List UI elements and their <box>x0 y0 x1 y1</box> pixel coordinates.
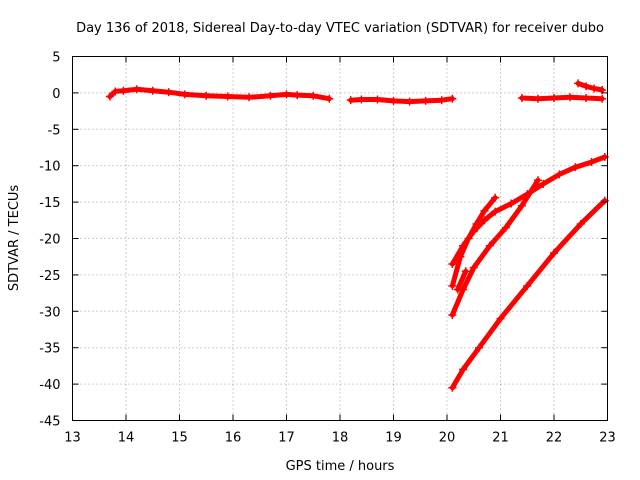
data-point-marker <box>202 91 211 100</box>
x-tick-label: 17 <box>278 431 295 446</box>
data-point-marker <box>501 223 510 232</box>
y-tick-label: -45 <box>39 415 60 430</box>
data-point-marker <box>325 94 334 103</box>
data-point-marker <box>148 86 157 95</box>
x-tick-label: 22 <box>546 431 563 446</box>
data-point-marker <box>421 96 430 105</box>
axes: 13 14 15 16 17 18 19 20 21 22 23 5 0 -5 -10 -15 -20 -25 -3… <box>39 51 616 446</box>
x-tick-label: 20 <box>439 431 456 446</box>
data-point-marker <box>566 93 575 102</box>
y-tick-label: -10 <box>39 160 60 175</box>
data-point-marker <box>576 219 585 228</box>
series-track-6 <box>449 195 498 289</box>
data-point-marker <box>456 252 465 261</box>
y-tick-label: -30 <box>39 305 60 320</box>
x-tick-label: 23 <box>599 431 616 446</box>
data-point-marker <box>475 343 484 352</box>
data-point-marker <box>533 176 542 185</box>
y-tick-label: -35 <box>39 342 60 357</box>
data-point-marker <box>555 170 564 179</box>
data-point-marker <box>550 249 558 258</box>
y-tick-label: -5 <box>48 123 61 138</box>
data-point-marker <box>491 207 500 216</box>
data-point-marker <box>309 91 318 100</box>
x-tick-label: 13 <box>64 431 81 446</box>
data-point-marker <box>582 82 591 91</box>
data-point-marker <box>469 263 478 272</box>
data-point-marker <box>132 85 141 94</box>
data-point-marker <box>448 310 457 319</box>
data-point-marker <box>405 97 414 106</box>
data-point-marker <box>496 314 505 323</box>
data-point-marker <box>346 96 355 105</box>
data-series <box>105 79 609 392</box>
data-point-marker <box>574 79 583 88</box>
x-tick-label: 18 <box>332 431 349 446</box>
data-point-marker <box>437 96 446 105</box>
data-point-marker <box>480 216 489 225</box>
data-point-marker <box>571 163 580 172</box>
x-tick-label: 19 <box>385 431 402 446</box>
y-tick-label: -40 <box>39 378 60 393</box>
x-tick-label: 16 <box>225 431 242 446</box>
y-tick-label: -15 <box>39 196 60 211</box>
data-point-marker <box>507 199 516 208</box>
data-point-marker <box>598 94 607 103</box>
data-point-marker <box>245 93 254 102</box>
data-point-marker <box>539 179 548 188</box>
series-track-8 <box>449 198 608 391</box>
data-point-marker <box>119 86 128 95</box>
data-point-marker <box>180 90 189 99</box>
data-point-marker <box>461 267 470 276</box>
data-point-marker <box>517 93 526 102</box>
data-point-marker <box>582 93 591 102</box>
data-point-marker <box>105 92 114 101</box>
series-track-1 <box>107 86 332 102</box>
y-tick-label: -20 <box>39 233 60 248</box>
data-point-marker <box>448 94 457 103</box>
data-point-marker <box>223 92 232 101</box>
data-point-marker <box>453 285 462 294</box>
data-point-marker <box>293 91 302 100</box>
grid <box>72 56 608 421</box>
y-tick-label: 5 <box>52 51 60 66</box>
data-point-marker <box>480 206 489 215</box>
data-point-marker <box>523 281 532 290</box>
x-axis-label: GPS time / hours <box>286 459 395 474</box>
data-point-marker <box>448 383 457 392</box>
data-point-marker <box>266 91 275 100</box>
series-track-5 <box>449 154 608 267</box>
data-point-marker <box>459 365 468 374</box>
data-point-marker <box>587 158 596 167</box>
y-tick-label: 0 <box>52 87 60 102</box>
data-point-marker <box>111 87 120 96</box>
data-point-marker <box>357 95 366 104</box>
y-tick-label: -25 <box>39 269 60 284</box>
data-point-marker <box>517 201 526 210</box>
data-point-marker <box>448 259 457 268</box>
data-point-marker <box>472 219 481 228</box>
series-track-9 <box>455 268 469 292</box>
data-point-marker <box>485 241 494 250</box>
data-point-marker <box>448 281 457 290</box>
data-point-marker <box>282 90 291 99</box>
x-tick-label: 14 <box>118 431 135 446</box>
x-tick-label: 15 <box>171 431 188 446</box>
data-point-marker <box>164 88 173 97</box>
data-point-marker <box>550 93 558 102</box>
chart-title: Day 136 of 2018, Sidereal Day-to-day VTE… <box>76 21 604 36</box>
series-track-2 <box>348 96 455 105</box>
data-point-marker <box>491 193 500 202</box>
y-axis-label: SDTVAR / TECUs <box>7 185 22 292</box>
data-point-marker <box>533 94 542 103</box>
data-point-marker <box>389 96 398 105</box>
x-tick-label: 21 <box>492 431 509 446</box>
data-point-marker <box>373 95 382 104</box>
data-point-marker <box>464 234 473 243</box>
data-point-marker <box>590 84 599 93</box>
